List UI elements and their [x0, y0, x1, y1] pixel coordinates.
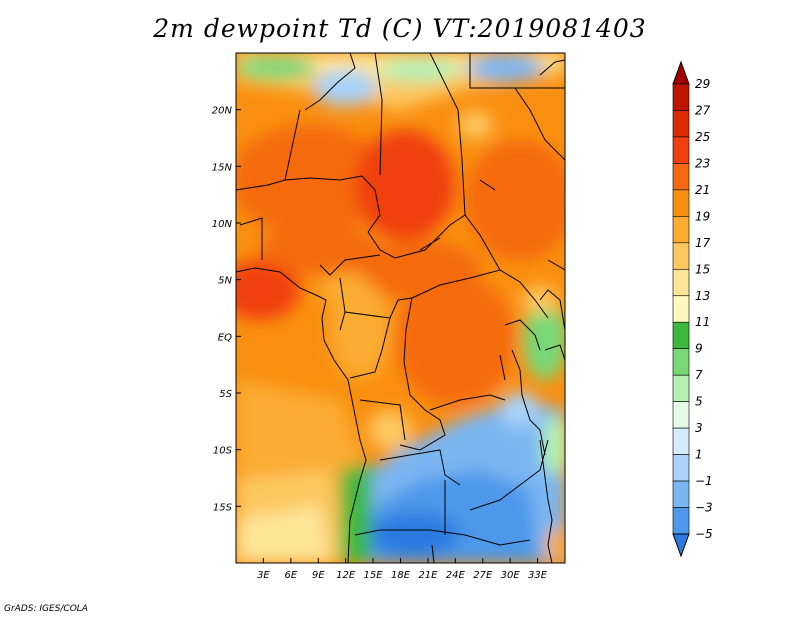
colorbar-bin	[672, 348, 690, 376]
y-axis: 20N 15N 10N 5N EQ 5S 10S 15S	[212, 106, 241, 513]
colorbar-label: 17	[695, 236, 711, 250]
grads-credit: GrADS: IGES/COLA	[4, 604, 88, 614]
colorbar-label: −5	[695, 527, 713, 541]
x-tick-label: 18E	[391, 570, 411, 581]
map-title: 2m dewpoint Td (C) VT:2019081403	[153, 14, 647, 43]
y-tick-label: 15S	[213, 502, 233, 513]
colorbar-bin	[672, 427, 690, 455]
colorbar-bin	[672, 242, 690, 270]
colorbar-label: 25	[695, 130, 710, 144]
colorbar-bin	[672, 454, 690, 482]
y-tick-label: 15N	[212, 162, 233, 173]
colorbar-bin	[672, 83, 690, 111]
country-borders	[236, 53, 565, 563]
colorbar-label: 11	[695, 315, 710, 329]
colorbar-label: 7	[695, 368, 703, 382]
colorbar-label: 1	[695, 448, 703, 462]
colorbar: 29 27 25 23 21 19 17 15 13 11 9 7 5 3 1 −1 −3 −5	[672, 60, 713, 558]
y-tick-label: 5N	[218, 276, 232, 287]
colorbar-label: 15	[695, 262, 710, 276]
x-tick-label: 6E	[284, 570, 297, 581]
colorbar-label: 21	[695, 183, 710, 197]
x-tick-label: 12E	[336, 570, 356, 581]
colorbar-label: 19	[695, 209, 710, 223]
colorbar-max-triangle	[672, 60, 690, 85]
y-tick-label: 10N	[212, 219, 233, 230]
colorbar-bin	[672, 321, 690, 350]
y-tick-label: 5S	[219, 389, 232, 400]
x-tick-label: 21E	[418, 570, 438, 581]
colorbar-bin	[672, 507, 690, 535]
y-tick-label: EQ	[218, 332, 232, 343]
colorbar-label: 29	[695, 77, 710, 91]
colorbar-bin	[672, 480, 690, 508]
colorbar-bin	[672, 136, 690, 164]
x-tick-label: 30E	[501, 570, 521, 581]
colorbar-bin	[672, 401, 690, 429]
x-tick-label: 24E	[446, 570, 466, 581]
colorbar-bin	[672, 189, 690, 217]
x-tick-label: 33E	[528, 570, 548, 581]
colorbar-label: 9	[695, 342, 703, 356]
x-tick-label: 9E	[312, 570, 325, 581]
colorbar-label: −3	[695, 501, 713, 515]
colorbar-bin	[672, 374, 690, 402]
colorbar-label: 27	[695, 103, 711, 117]
y-tick-label: 10S	[213, 446, 233, 457]
colorbar-bin	[672, 295, 690, 323]
x-tick-label: 15E	[364, 570, 384, 581]
colorbar-label: 13	[695, 289, 710, 303]
colorbar-label: 5	[695, 395, 703, 409]
colorbar-bin	[672, 216, 690, 244]
colorbar-min-triangle	[672, 533, 690, 558]
dewpoint-field	[236, 53, 565, 563]
colorbar-label: 23	[695, 156, 710, 170]
colorbar-label: −1	[695, 474, 713, 488]
colorbar-bin	[672, 163, 690, 191]
x-axis: 3E 6E 9E 12E 15E 18E 21E 24E 27E 30E 33E	[257, 558, 548, 581]
x-tick-label: 3E	[257, 570, 270, 581]
colorbar-bin	[672, 268, 690, 297]
y-tick-label: 20N	[212, 106, 233, 117]
colorbar-label: 3	[695, 421, 703, 435]
x-tick-label: 27E	[473, 570, 493, 581]
colorbar-bin	[672, 110, 690, 138]
